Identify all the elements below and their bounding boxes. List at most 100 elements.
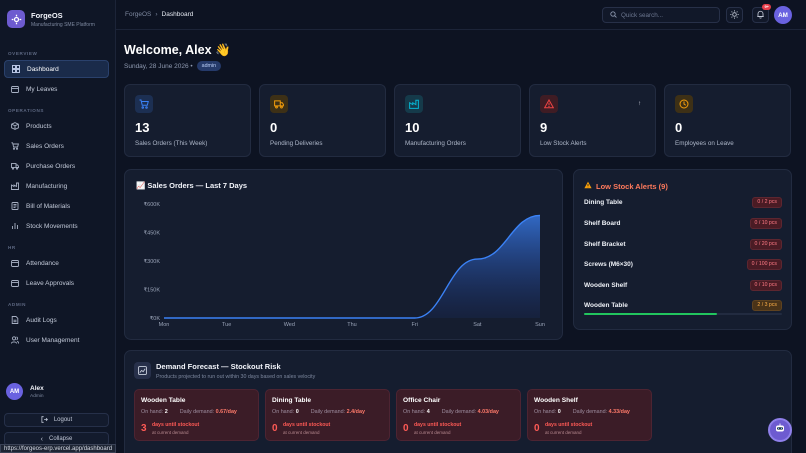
low-stock-row[interactable]: Dining Table 0 / 2 pcs: [584, 195, 782, 209]
forecast-meta: On hand: 0 Daily demand: 4.33/day: [534, 409, 630, 415]
stock-badge: 0 / 20 pcs: [749, 238, 782, 250]
stat-card-employees-on-leave[interactable]: 0 Employees on Leave: [664, 84, 791, 157]
breadcrumb: ForgeOS › Dashboard: [125, 11, 193, 18]
until-label: days until stockout: [283, 422, 331, 428]
sidebar-item-user-management[interactable]: User Management: [4, 331, 109, 349]
stat-label: Pending Deliveries: [270, 140, 323, 147]
theme-toggle-button[interactable]: [726, 7, 743, 23]
sales-chart-panel: 📈 Sales Orders — Last 7 Days ₹0K ₹150K ₹30…: [124, 169, 563, 340]
low-stock-title: Low Stock Alerts (9): [584, 181, 668, 191]
stat-value: 0: [675, 120, 683, 135]
x-tick-label: Fri: [411, 322, 417, 328]
clock-icon: [675, 95, 693, 113]
sidebar-item-label: Bill of Materials: [26, 202, 71, 210]
stat-value: 9: [540, 120, 548, 135]
role-badge: admin: [196, 61, 222, 71]
forecast-card[interactable]: Wooden Shelf On hand: 0 Daily demand: 4.3…: [527, 389, 652, 441]
sidebar-item-bill-of-materials[interactable]: Bill of Materials: [4, 197, 109, 215]
low-stock-row[interactable]: Shelf Board 0 / 10 pcs: [584, 216, 782, 230]
low-stock-row[interactable]: Wooden Table 2 / 3 pcs: [584, 298, 782, 312]
on-hand-value: 0: [557, 409, 561, 415]
stat-card-pending-deliveries[interactable]: 0 Pending Deliveries: [259, 84, 386, 157]
breadcrumb-current: Dashboard: [161, 11, 194, 18]
sidebar-item-label: My Leaves: [26, 85, 58, 93]
forecast-card[interactable]: Wooden Table On hand: 2 Daily demand: 0.6…: [134, 389, 259, 441]
topbar: ForgeOS › Dashboard Quick search... 9+ A…: [116, 0, 806, 30]
brand-name: ForgeOS: [31, 10, 63, 20]
section-label-overview: OVERVIEW: [8, 51, 38, 56]
sidebar-item-stock-movements[interactable]: Stock Movements: [4, 217, 109, 235]
days-value: 3: [141, 423, 147, 434]
item-name: Office Chair: [403, 397, 441, 404]
sidebar-user[interactable]: AM Alex Admin: [6, 383, 44, 400]
x-tick-label: Mon: [159, 322, 170, 328]
section-label-hr: HR: [8, 245, 16, 250]
item-name: Wooden Shelf: [584, 281, 628, 289]
chart-icon: [134, 362, 151, 379]
status-url: https://forgeos-erp.vercel.app/dashboard: [0, 444, 117, 453]
breadcrumb-root[interactable]: ForgeOS: [125, 11, 152, 18]
stat-card-sales-orders[interactable]: 13 Sales Orders (This Week): [124, 84, 251, 157]
calendar-icon: [10, 259, 19, 268]
list-icon: [10, 202, 19, 211]
trend-up-icon: ↑: [638, 101, 641, 107]
low-stock-row[interactable]: Wooden Shelf 0 / 10 pcs: [584, 278, 782, 292]
stock-badge: 0 / 2 pcs: [752, 196, 782, 208]
days-value: 0: [403, 423, 409, 434]
until-label: days until stockout: [414, 422, 462, 428]
search-input[interactable]: Quick search...: [602, 7, 720, 23]
low-stock-title-text: Low Stock Alerts (9): [596, 181, 668, 191]
low-stock-row[interactable]: Screws (M6×30) 0 / 100 pcs: [584, 257, 782, 271]
on-hand-value: 2: [164, 409, 168, 415]
users-icon: [10, 336, 19, 345]
calendar-icon: [10, 279, 19, 288]
sidebar-item-label: Stock Movements: [26, 222, 78, 230]
cart-icon: [10, 142, 19, 151]
truck-icon: [10, 162, 19, 171]
sidebar-item-purchase-orders[interactable]: Purchase Orders: [4, 157, 109, 175]
assistant-fab-button[interactable]: [768, 418, 792, 442]
section-label-operations: OPERATIONS: [8, 108, 45, 113]
avatar: AM: [6, 383, 23, 400]
factory-icon: [405, 95, 423, 113]
sidebar-item-sales-orders[interactable]: Sales Orders: [4, 137, 109, 155]
y-tick-label: ₹450K: [144, 230, 161, 237]
x-tick-label: Thu: [347, 322, 356, 328]
stat-label: Employees on Leave: [675, 140, 734, 147]
demand-value: 4.03/day: [477, 409, 499, 415]
forecast-card[interactable]: Office Chair On hand: 4 Daily demand: 4.0…: [396, 389, 521, 441]
logout-button[interactable]: Logout: [4, 413, 109, 427]
stat-value: 10: [405, 120, 420, 135]
current-label: at current demand: [152, 430, 189, 435]
forecast-subtitle: Products projected to run out within 30 …: [156, 374, 316, 380]
sidebar-item-dashboard[interactable]: Dashboard: [4, 60, 109, 78]
x-tick-label: Tue: [222, 322, 231, 328]
forecast-card[interactable]: Dining Table On hand: 0 Daily demand: 2.4…: [265, 389, 390, 441]
current-date: Sunday, 28 June 2026 •: [124, 62, 193, 70]
low-stock-panel: Low Stock Alerts (9) Dining Table 0 / 2 …: [573, 169, 792, 330]
section-label-admin: ADMIN: [8, 302, 27, 307]
item-name: Shelf Board: [584, 219, 621, 227]
stat-card-manufacturing-orders[interactable]: 10 Manufacturing Orders: [394, 84, 521, 157]
sidebar-item-audit-logs[interactable]: Audit Logs: [4, 311, 109, 329]
stat-value: 13: [135, 120, 150, 135]
current-label: at current demand: [283, 430, 320, 435]
low-stock-row[interactable]: Shelf Bracket 0 / 20 pcs: [584, 237, 782, 251]
stat-card-low-stock-alerts[interactable]: ↑ 9 Low Stock Alerts: [529, 84, 656, 157]
sidebar-item-label: Products: [26, 122, 52, 130]
sidebar-item-products[interactable]: Products: [4, 117, 109, 135]
sidebar-item-leave-approvals[interactable]: Leave Approvals: [4, 274, 109, 292]
logout-icon: [41, 415, 48, 425]
sidebar-item-manufacturing[interactable]: Manufacturing: [4, 177, 109, 195]
notifications-button[interactable]: 9+: [752, 4, 771, 23]
demand-value: 0.67/day: [215, 409, 237, 415]
user-avatar-button[interactable]: AM: [774, 6, 792, 24]
stat-label: Manufacturing Orders: [405, 140, 466, 147]
brand[interactable]: ForgeOS Manufacturing SME Platform: [7, 10, 95, 28]
x-tick-label: Sat: [473, 322, 482, 328]
sidebar-item-attendance[interactable]: Attendance: [4, 254, 109, 272]
item-name: Wooden Table: [141, 397, 186, 404]
y-tick-label: ₹0K: [150, 315, 161, 322]
item-name: Wooden Shelf: [534, 397, 578, 404]
sidebar-item-my-leaves[interactable]: My Leaves: [4, 80, 109, 98]
